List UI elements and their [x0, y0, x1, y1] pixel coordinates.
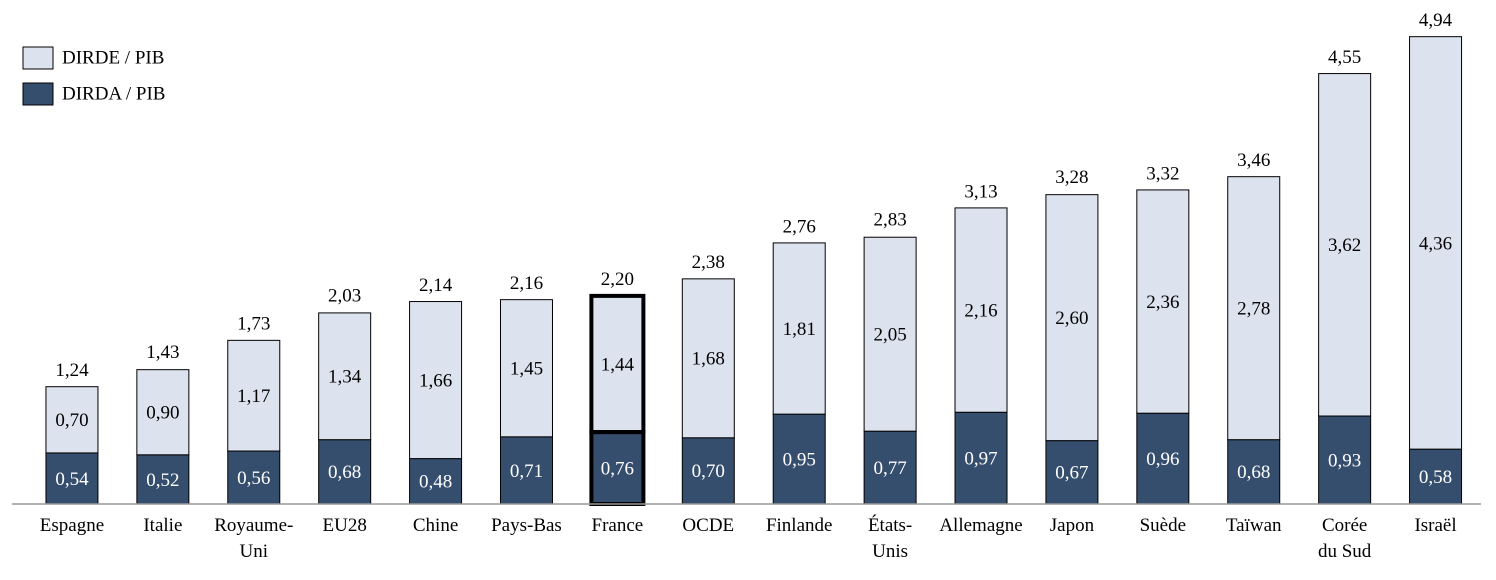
value-label: 0,77	[873, 458, 906, 479]
bar-segment	[863, 430, 917, 505]
value-label: 0,54	[55, 469, 89, 490]
x-tick-label: Finlande	[765, 515, 833, 536]
x-tick-label: Israël	[1414, 515, 1457, 536]
total-label: 4,55	[1328, 47, 1361, 68]
x-tick-label: Chine	[412, 515, 459, 536]
x-tick-label: Allemagne	[939, 515, 1023, 536]
bar-segment	[227, 339, 281, 452]
value-label: 2,36	[1146, 292, 1179, 313]
value-label: 0,70	[55, 410, 88, 431]
legend-label: DIRDE / PIB	[62, 47, 164, 68]
total-label: 4,94	[1419, 10, 1453, 31]
value-label: 4,36	[1419, 233, 1452, 254]
total-label: 3,28	[1055, 167, 1088, 188]
bar-segment	[1318, 73, 1372, 417]
legend-swatch	[22, 82, 54, 106]
value-label: 1,81	[783, 319, 816, 340]
x-tick-label: Espagne	[39, 515, 105, 536]
bar-segment	[45, 452, 99, 505]
value-label: 0,93	[1328, 450, 1361, 471]
bar-segment	[954, 207, 1008, 413]
total-label: 1,43	[146, 342, 179, 363]
total-label: 2,14	[419, 275, 453, 296]
value-label: 1,17	[237, 386, 270, 407]
bar-segment	[1409, 448, 1463, 505]
total-label: 3,13	[964, 181, 997, 202]
x-tick-label: Pays-Bas	[491, 515, 562, 536]
bar-segment	[1227, 176, 1281, 441]
value-label: 3,62	[1328, 235, 1361, 256]
legend-label: DIRDA / PIB	[62, 83, 165, 104]
bar-segment	[681, 437, 735, 505]
value-label: 0,67	[1055, 463, 1088, 484]
value-label: 2,78	[1237, 299, 1270, 320]
total-label: 2,76	[783, 216, 816, 237]
value-label: 0,58	[1419, 467, 1452, 488]
x-tick-label: Royaume- Uni	[214, 515, 294, 562]
x-tick-label: Suède	[1139, 515, 1187, 536]
value-label: 0,76	[601, 458, 634, 479]
x-tick-label: EU28	[322, 515, 367, 536]
value-label: 1,66	[419, 370, 452, 391]
bar-segment	[772, 413, 826, 505]
bar-segment	[499, 299, 553, 438]
value-label: 0,90	[146, 403, 179, 424]
value-label: 0,68	[328, 462, 361, 483]
legend-swatch	[22, 46, 54, 70]
value-label: 1,68	[692, 349, 725, 370]
highlight-border	[589, 293, 646, 435]
value-label: 0,96	[1146, 449, 1179, 470]
value-label: 0,71	[510, 461, 543, 482]
total-label: 2,20	[601, 269, 634, 290]
total-label: 2,16	[510, 273, 543, 294]
x-tick-label: Italie	[143, 515, 183, 536]
bar-segment	[136, 369, 190, 456]
x-tick-label: OCDE	[682, 515, 735, 536]
bar-segment	[681, 278, 735, 439]
value-label: 0,95	[783, 449, 816, 470]
x-tick-label: Taïwan	[1225, 515, 1282, 536]
x-tick-label: Corée du Sud	[1317, 515, 1372, 562]
total-label: 1,73	[237, 314, 270, 335]
value-label: 1,44	[601, 354, 635, 375]
value-label: 1,34	[328, 367, 362, 388]
value-label: 0,48	[419, 472, 452, 493]
bar-segment	[409, 301, 463, 460]
bar-segment	[954, 411, 1008, 505]
value-label: 0,97	[964, 448, 997, 469]
total-label: 2,38	[692, 252, 725, 273]
total-label: 1,24	[55, 360, 89, 381]
value-label: 1,45	[510, 359, 543, 380]
total-label: 3,46	[1237, 150, 1270, 171]
bar-segment	[1409, 36, 1463, 450]
value-label: 0,52	[146, 470, 179, 491]
value-label: 2,16	[964, 300, 997, 321]
bar-segment	[1045, 194, 1099, 442]
value-label: 2,60	[1055, 308, 1088, 329]
bar-segment	[45, 386, 99, 454]
bar-segment	[1318, 415, 1372, 505]
total-label: 2,03	[328, 285, 361, 306]
x-tick-label: Japon	[1049, 515, 1095, 536]
bar-segment	[863, 236, 917, 432]
value-label: 0,56	[237, 468, 270, 489]
bar-segment	[772, 242, 826, 415]
bar-segment	[499, 436, 553, 505]
total-label: 2,83	[873, 210, 906, 231]
value-label: 0,68	[1237, 462, 1270, 483]
bar-segment	[318, 312, 372, 441]
x-tick-label: France	[591, 515, 644, 536]
total-label: 3,32	[1146, 163, 1179, 184]
x-tick-label: États- Unis	[867, 515, 913, 562]
value-label: 2,05	[873, 325, 906, 346]
bar-segment	[1136, 189, 1190, 414]
value-label: 0,70	[692, 461, 725, 482]
